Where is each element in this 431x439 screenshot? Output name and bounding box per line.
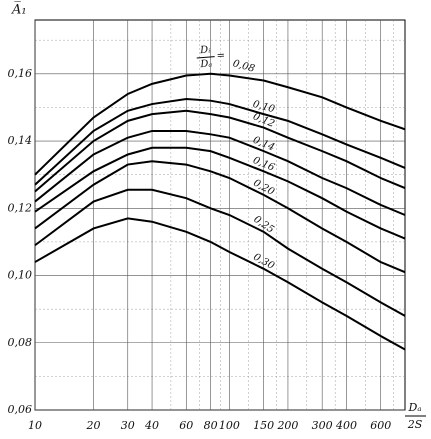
curve	[34, 217, 406, 351]
y-axis-label: A̅₁	[11, 1, 27, 17]
x-label-denominator: 2S	[407, 418, 423, 431]
x-tick-label: 400	[335, 419, 357, 432]
curve	[34, 188, 406, 317]
annotation-numerator: Dᵢ	[199, 44, 211, 56]
x-label-numerator: Dₐ	[408, 401, 422, 414]
x-tick-label: 60	[179, 419, 193, 432]
annotation-sign: =	[216, 50, 225, 62]
x-tick-label: 40	[144, 419, 159, 432]
x-tick-label: 300	[312, 419, 333, 432]
y-tick-label: 0,16	[8, 67, 33, 80]
fraction-bar	[196, 56, 215, 59]
x-axis-label: Dₐ 2S	[405, 401, 426, 431]
x-tick-label: 80	[204, 419, 218, 432]
x-tick-label: 200	[276, 419, 298, 432]
plot-frame	[34, 19, 406, 411]
curve	[34, 72, 406, 176]
y-tick-label: 0,06	[8, 403, 33, 416]
curve	[34, 109, 406, 193]
x-tick-label: 100	[219, 419, 240, 432]
x-tick-label: 600	[370, 419, 391, 432]
curve	[34, 146, 406, 240]
y-tick-label: 0,08	[8, 336, 33, 349]
curve	[34, 129, 406, 216]
curve	[34, 98, 406, 186]
y-tick-label: 0,14	[8, 134, 33, 147]
y-tick-label: 0,10	[8, 269, 33, 282]
curve	[34, 160, 406, 274]
curve-label: 0,08	[231, 58, 255, 75]
x-tick-label: 20	[86, 419, 101, 432]
x-tick-label: 10	[28, 419, 42, 432]
x-tick-label: 150	[253, 419, 274, 432]
annotation-denominator: Dₐ	[199, 58, 213, 70]
annotation: Dᵢ Dₐ=	[196, 44, 225, 70]
x-tick-label: 30	[121, 419, 135, 432]
y-tick-label: 0,12	[8, 201, 33, 214]
